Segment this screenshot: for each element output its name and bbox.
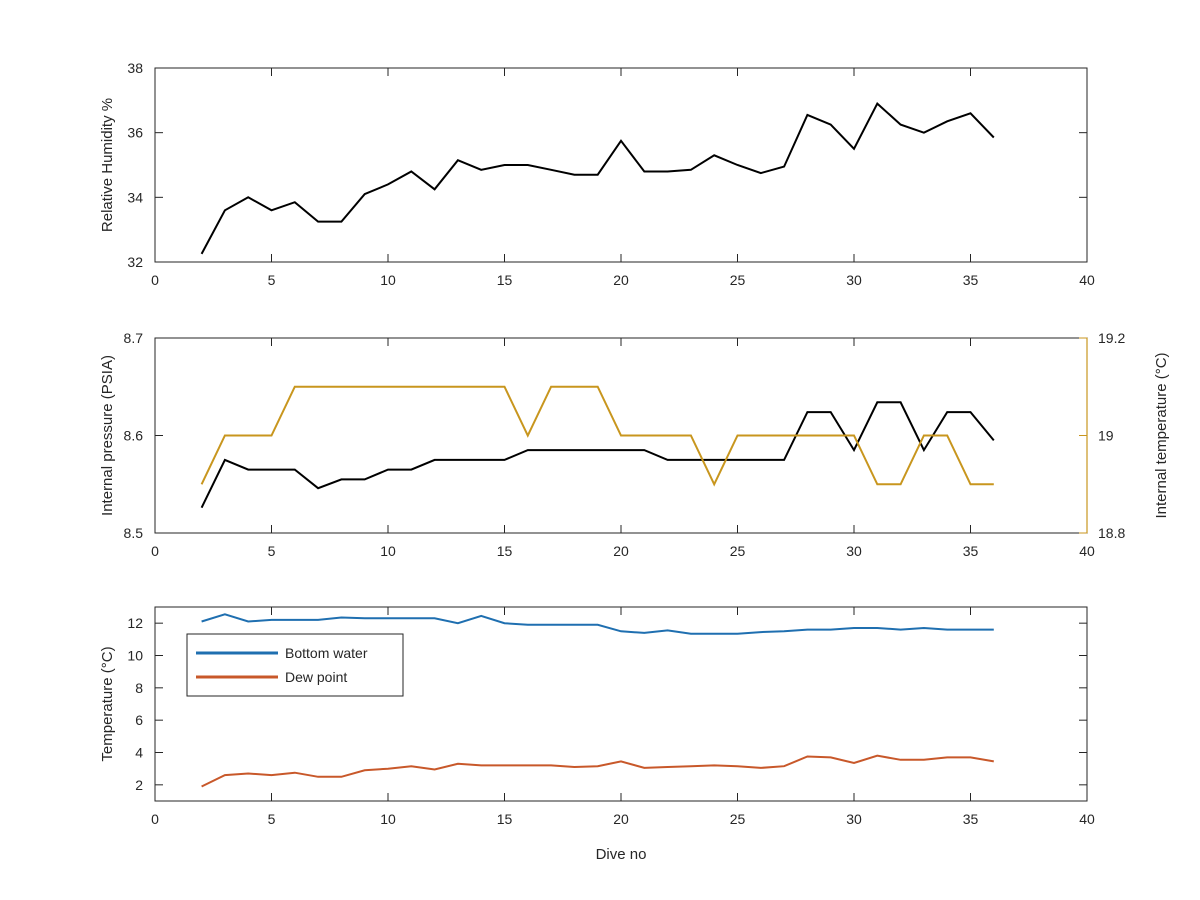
x-tick-label: 5 (268, 811, 276, 827)
x-tick-label: 30 (846, 543, 862, 559)
x-tick-label: 5 (268, 272, 276, 288)
y-right-tick-label: 19.2 (1098, 330, 1125, 346)
y-axis-label-1: Relative Humidity % (99, 98, 116, 232)
x-tick-label: 35 (963, 811, 979, 827)
x-tick-label: 40 (1079, 543, 1095, 559)
x-tick-label: 35 (963, 543, 979, 559)
x-tick-label: 0 (151, 811, 159, 827)
series-line-2-2 (200, 385, 994, 487)
x-tick-label: 20 (613, 543, 629, 559)
x-tick-label: 15 (497, 272, 513, 288)
series-line-3-bottom-water (201, 613, 994, 635)
y-tick-label: 6 (135, 712, 143, 728)
x-tick-label: 30 (846, 272, 862, 288)
y-tick-label: 32 (127, 254, 143, 270)
y-axis-label-right: Internal temperature (°C) (1153, 352, 1170, 518)
x-tick-label: 0 (151, 272, 159, 288)
series-line-1-1 (200, 101, 995, 255)
x-tick-label: 15 (497, 811, 513, 827)
y-tick-label: 8.5 (124, 525, 144, 541)
x-axis-label: Dive no (596, 846, 647, 863)
x-tick-label: 25 (730, 811, 746, 827)
y-right-tick-label: 19 (1098, 428, 1114, 444)
x-tick-label: 25 (730, 272, 746, 288)
legend-entry-2: Dew point (285, 669, 347, 685)
x-tick-label: 40 (1079, 272, 1095, 288)
x-tick-label: 30 (846, 811, 862, 827)
series-line-3-dew-point (201, 754, 994, 788)
x-tick-label: 0 (151, 543, 159, 559)
y-tick-label: 8 (135, 680, 143, 696)
y-tick-label: 4 (135, 745, 143, 761)
y-tick-label: 12 (127, 615, 143, 631)
y-axis-label-3: Temperature (°C) (99, 646, 116, 761)
series-line-2-1 (200, 401, 995, 509)
y-tick-label: 38 (127, 60, 143, 76)
x-tick-label: 10 (380, 543, 396, 559)
y-tick-label: 8.6 (124, 428, 144, 444)
y-axis-label-2: Internal pressure (PSIA) (99, 355, 116, 516)
y-tick-label: 8.7 (124, 330, 144, 346)
y-right-tick-label: 18.8 (1098, 525, 1125, 541)
y-tick-label: 2 (135, 777, 143, 793)
y-tick-label: 36 (127, 125, 143, 141)
y-tick-label: 34 (127, 189, 143, 205)
axes-box-1 (154, 67, 1088, 263)
x-tick-label: 20 (613, 272, 629, 288)
y-tick-label: 10 (127, 648, 143, 664)
x-tick-label: 40 (1079, 811, 1095, 827)
x-tick-label: 20 (613, 811, 629, 827)
x-tick-label: 10 (380, 811, 396, 827)
x-tick-label: 10 (380, 272, 396, 288)
x-tick-label: 15 (497, 543, 513, 559)
legend-box (186, 633, 404, 697)
x-tick-label: 5 (268, 543, 276, 559)
x-tick-label: 25 (730, 543, 746, 559)
x-tick-label: 35 (963, 272, 979, 288)
legend-entry-1: Bottom water (285, 645, 368, 661)
